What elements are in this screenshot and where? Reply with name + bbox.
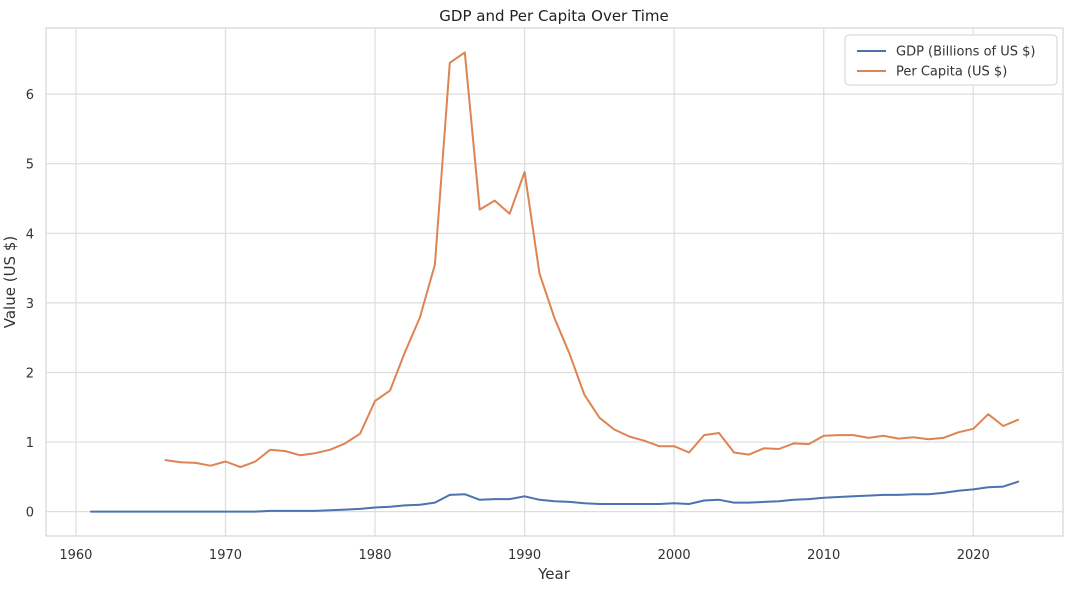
series-line-per-capita: [164, 51, 1020, 469]
x-axis-label: Year: [537, 565, 571, 583]
y-tick-label: 3: [26, 297, 34, 312]
y-tick-label: 0: [26, 506, 34, 521]
x-tick-label: 2000: [658, 548, 691, 563]
x-tick-label: 2020: [957, 548, 990, 563]
y-tick-label: 4: [26, 227, 34, 242]
x-tick-label: 1970: [209, 548, 242, 563]
series-line-gdp: [89, 480, 1020, 513]
y-tick-label: 6: [26, 88, 34, 103]
legend-box: [844, 34, 1058, 86]
x-tick-label: 1990: [508, 548, 541, 563]
legend-label-per-capita: Per Capita (US $): [896, 65, 1007, 80]
y-tick-label: 1: [26, 436, 34, 451]
gridlines: [46, 28, 1063, 536]
x-tick-label: 1980: [358, 548, 391, 563]
legend: GDP (Billions of US $) Per Capita (US $): [844, 34, 1058, 86]
legend-label-gdp: GDP (Billions of US $): [896, 45, 1036, 60]
y-tick-label: 5: [26, 158, 34, 173]
series-layer: [89, 51, 1020, 513]
x-tick-label: 2010: [807, 548, 840, 563]
chart-title: GDP and Per Capita Over Time: [439, 7, 668, 25]
tick-labels: 1960 1970 1980 1990 2000 2010 2020 0 1 2 3 4 5 6: [26, 88, 990, 563]
x-tick-label: 1960: [59, 548, 92, 563]
y-axis-label: Value (US $): [1, 236, 19, 328]
plot-area: [45, 27, 1064, 537]
y-tick-label: 2: [26, 366, 34, 381]
